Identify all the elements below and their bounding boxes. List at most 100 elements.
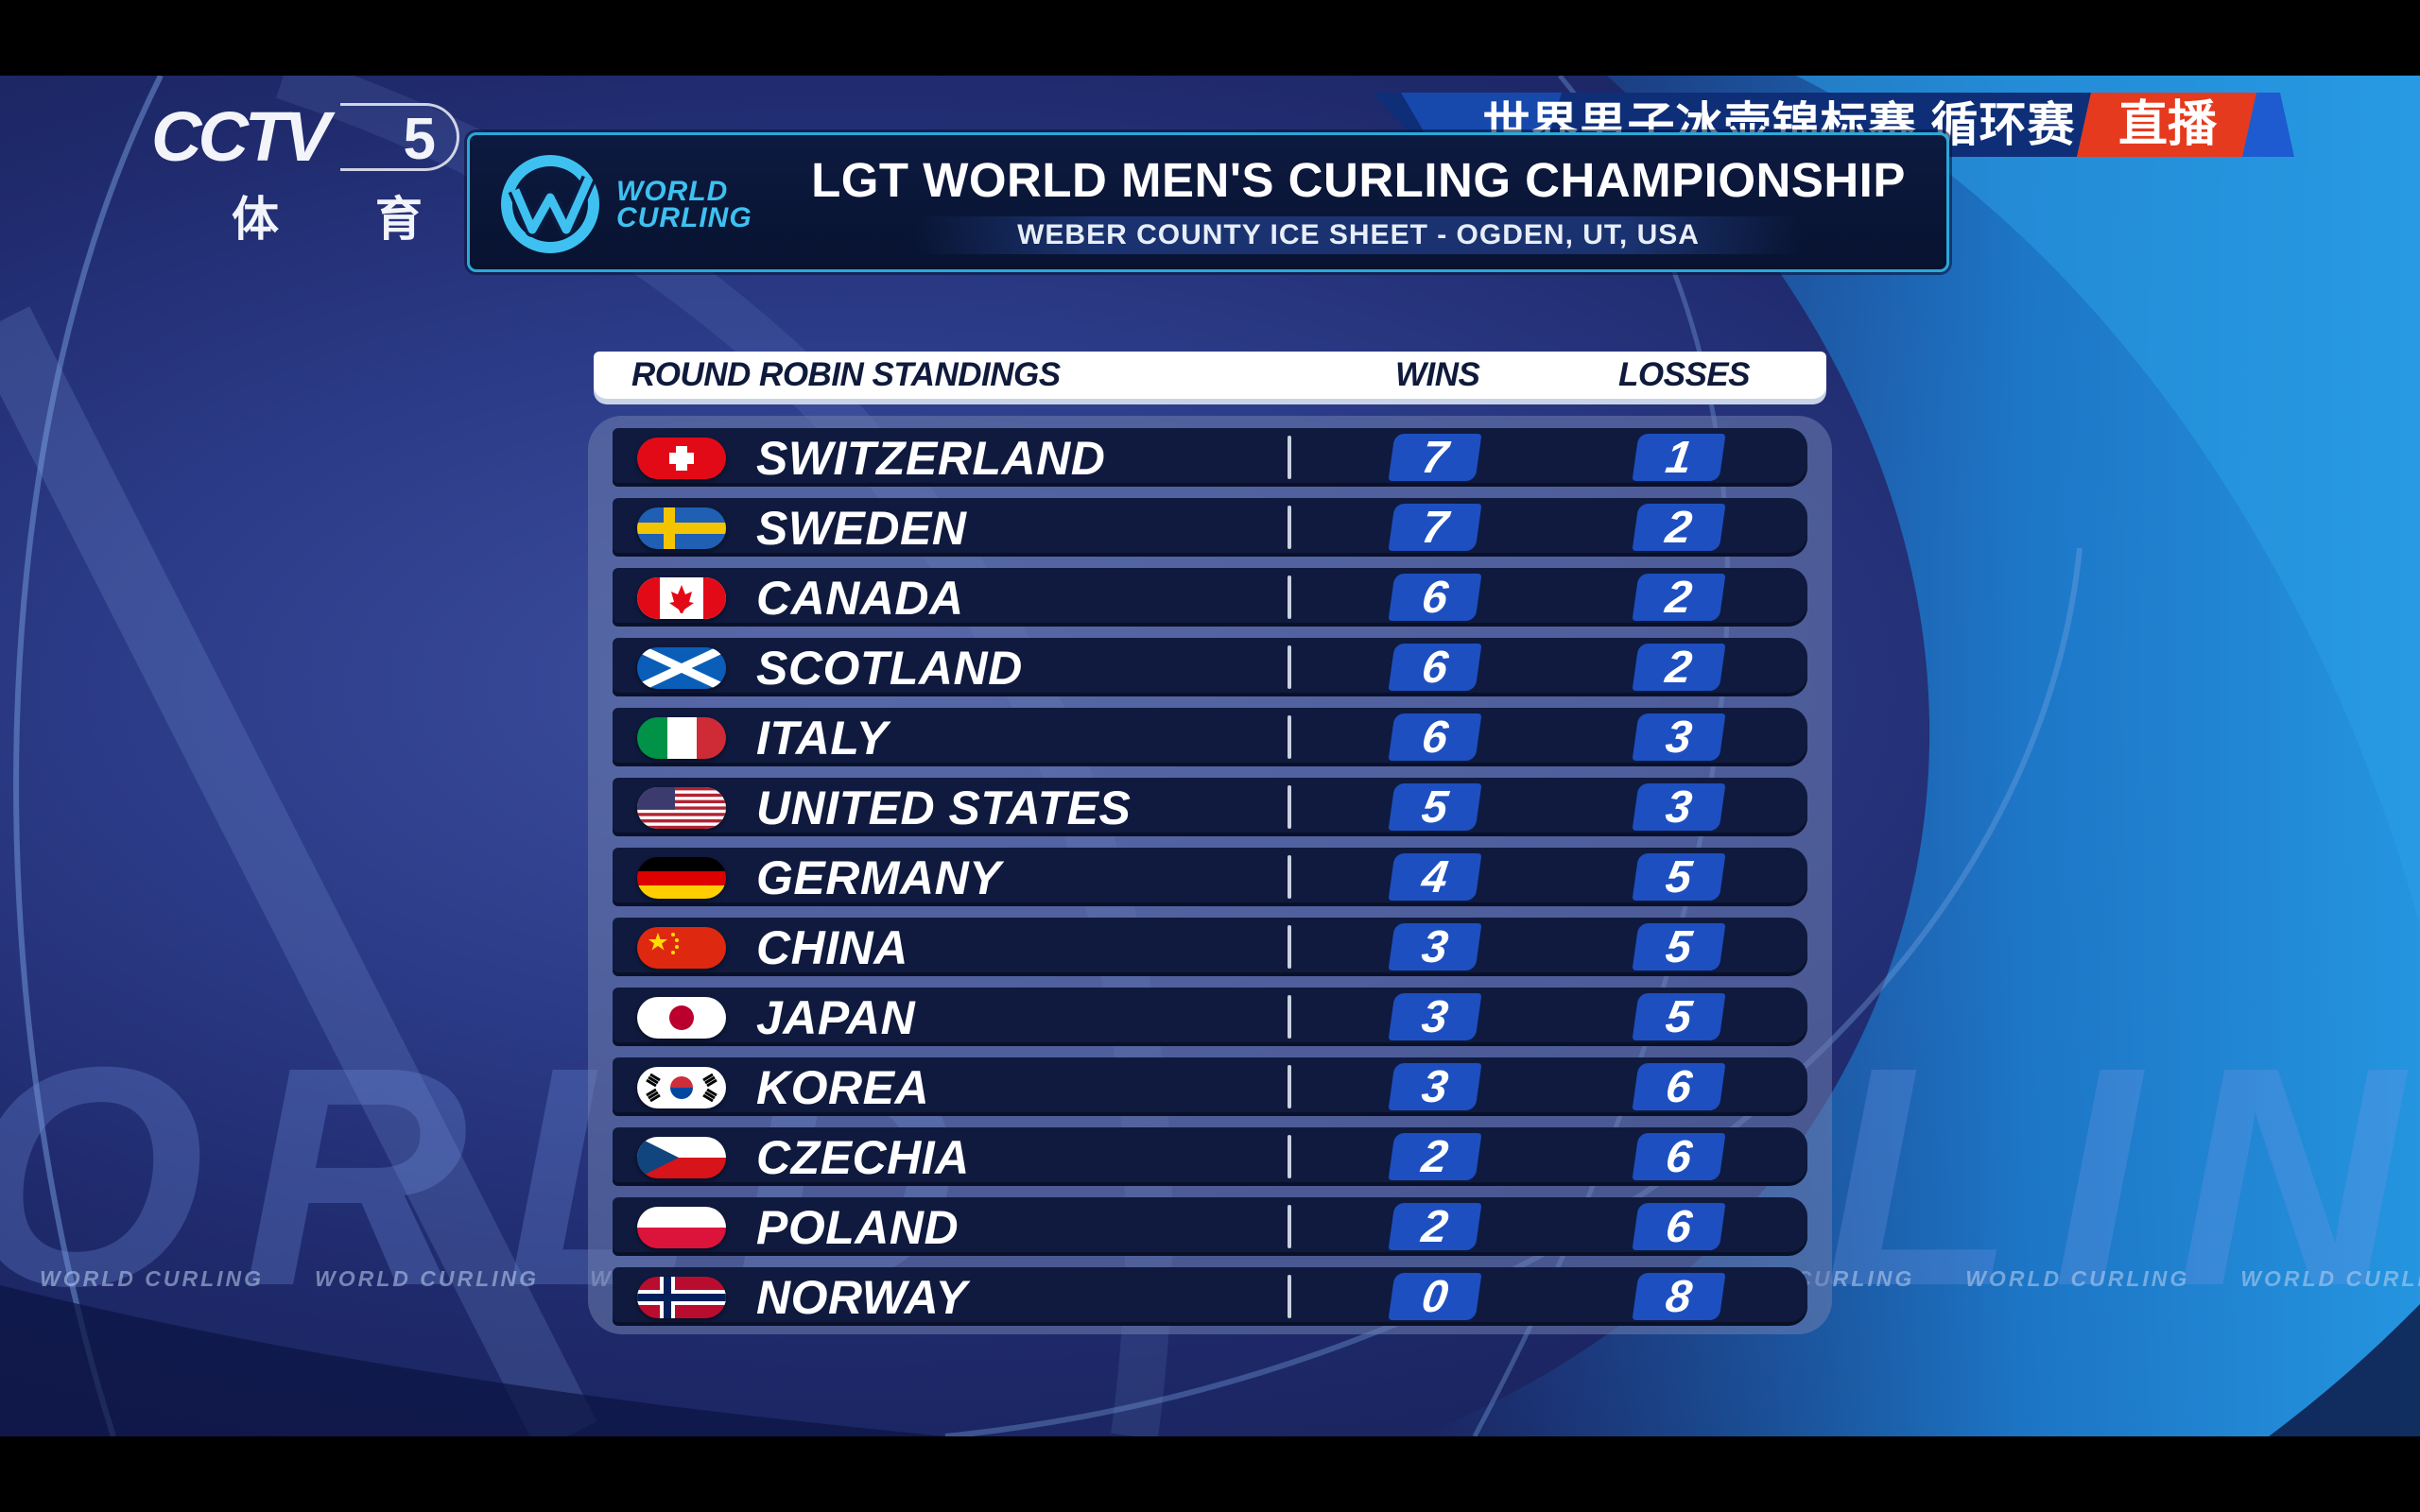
- country-name: POLAND: [756, 1201, 959, 1254]
- table-row: SWITZERLAND 7 1: [613, 428, 1807, 487]
- event-venue: WEBER COUNTY ICE SHEET - OGDEN, UT, USA: [914, 216, 1803, 254]
- switzerland-flag-icon: [637, 438, 726, 479]
- losses-value: 6: [1632, 1132, 1726, 1182]
- table-row: CHINA 3 5: [613, 918, 1807, 976]
- table-row: SWEDEN 7 2: [613, 498, 1807, 557]
- row-background: [613, 1197, 1807, 1256]
- table-row: CANADA 6 2: [613, 568, 1807, 627]
- losses-column-header: LOSSES: [1618, 356, 1750, 393]
- country-name: SWITZERLAND: [756, 432, 1106, 485]
- row-background: [613, 918, 1807, 976]
- czechia-flag-icon: [637, 1137, 726, 1178]
- column-divider: [1288, 576, 1291, 619]
- row-background: [613, 428, 1807, 487]
- losses-value: 6: [1632, 1202, 1726, 1252]
- standings-header: ROUND ROBIN STANDINGS WINS LOSSES: [594, 352, 1826, 399]
- cctv-channel-name: 体 育: [232, 193, 464, 246]
- cctv-channel-number: 5: [340, 103, 459, 172]
- losses-value: 8: [1632, 1272, 1726, 1322]
- world-curling-icon: [501, 155, 599, 253]
- ticker-text: WORLD CURLING: [1965, 1266, 2190, 1291]
- germany-flag-icon: [637, 857, 726, 899]
- column-divider: [1288, 1205, 1291, 1248]
- wins-value: 3: [1388, 922, 1482, 972]
- italy-flag-icon: [637, 717, 726, 759]
- sweden-flag-icon: [637, 507, 726, 549]
- china-flag-icon: [637, 927, 726, 969]
- wins-value: 7: [1388, 433, 1482, 483]
- wins-column-header: WINS: [1395, 356, 1480, 393]
- wins-value: 0: [1388, 1272, 1482, 1322]
- live-badge: 直播: [2118, 97, 2217, 152]
- poland-flag-icon: [637, 1207, 726, 1248]
- table-row: JAPAN 3 5: [613, 988, 1807, 1046]
- row-background: [613, 988, 1807, 1046]
- losses-value: 3: [1632, 713, 1726, 763]
- losses-value: 2: [1632, 503, 1726, 553]
- korea-flag-icon: [637, 1067, 726, 1108]
- country-name: SWEDEN: [756, 502, 967, 555]
- table-row: UNITED STATES 5 3: [613, 778, 1807, 836]
- country-name: CHINA: [756, 921, 908, 974]
- country-name: JAPAN: [756, 991, 916, 1044]
- country-name: GERMANY: [756, 851, 1002, 904]
- cctv-logo-text: CCTV: [151, 97, 330, 176]
- country-name: UNITED STATES: [756, 782, 1132, 834]
- row-background: [613, 1127, 1807, 1186]
- losses-value: 5: [1632, 992, 1726, 1042]
- norway-flag-icon: [637, 1277, 726, 1318]
- row-background: [613, 778, 1807, 836]
- wins-value: 5: [1388, 782, 1482, 833]
- wins-value: 3: [1388, 1062, 1482, 1112]
- country-name: SCOTLAND: [756, 642, 1023, 695]
- wins-value: 3: [1388, 992, 1482, 1042]
- losses-value: 3: [1632, 782, 1726, 833]
- losses-value: 2: [1632, 643, 1726, 693]
- table-row: GERMANY 4 5: [613, 848, 1807, 906]
- losses-value: 5: [1632, 922, 1726, 972]
- losses-value: 2: [1632, 573, 1726, 623]
- usa-flag-icon: [637, 787, 726, 829]
- row-background: [613, 1057, 1807, 1116]
- world-curling-logo: WORLD CURLING: [498, 152, 763, 256]
- ticker-text: WORLD CURLING: [40, 1266, 265, 1291]
- world-curling-logo-text: WORLD CURLING: [616, 176, 752, 233]
- wins-value: 4: [1388, 852, 1482, 902]
- wins-value: 6: [1388, 573, 1482, 623]
- event-title-box: WORLD CURLING LGT WORLD MEN'S CURLING CH…: [467, 132, 1949, 272]
- table-row: KOREA 3 6: [613, 1057, 1807, 1116]
- ticker-text: WORLD CURLING: [2240, 1266, 2420, 1291]
- country-name: NORWAY: [756, 1271, 968, 1324]
- table-row: NORWAY 0 8: [613, 1267, 1807, 1326]
- row-background: [613, 568, 1807, 627]
- cctv5-logo: CCTV 5: [151, 99, 463, 175]
- column-divider: [1288, 785, 1291, 829]
- watermark-right: LING: [1824, 1002, 2420, 1350]
- wins-value: 6: [1388, 643, 1482, 693]
- table-row: SCOTLAND 6 2: [613, 638, 1807, 696]
- table-row: CZECHIA 2 6: [613, 1127, 1807, 1186]
- row-background: [613, 498, 1807, 557]
- ticker-text: WORLD CURLING: [315, 1266, 540, 1291]
- column-divider: [1288, 645, 1291, 689]
- japan-flag-icon: [637, 997, 726, 1039]
- column-divider: [1288, 506, 1291, 549]
- standings-header-label: ROUND ROBIN STANDINGS: [631, 356, 1061, 393]
- column-divider: [1288, 1275, 1291, 1318]
- wins-value: 6: [1388, 713, 1482, 763]
- country-name: CANADA: [756, 572, 964, 625]
- losses-value: 6: [1632, 1062, 1726, 1112]
- country-name: ITALY: [756, 712, 889, 765]
- wins-value: 2: [1388, 1202, 1482, 1252]
- column-divider: [1288, 925, 1291, 969]
- column-divider: [1288, 715, 1291, 759]
- column-divider: [1288, 1135, 1291, 1178]
- row-background: [613, 1267, 1807, 1326]
- wins-value: 2: [1388, 1132, 1482, 1182]
- column-divider: [1288, 436, 1291, 479]
- row-background: [613, 708, 1807, 766]
- row-background: [613, 638, 1807, 696]
- losses-value: 5: [1632, 852, 1726, 902]
- country-name: KOREA: [756, 1061, 930, 1114]
- row-background: [613, 848, 1807, 906]
